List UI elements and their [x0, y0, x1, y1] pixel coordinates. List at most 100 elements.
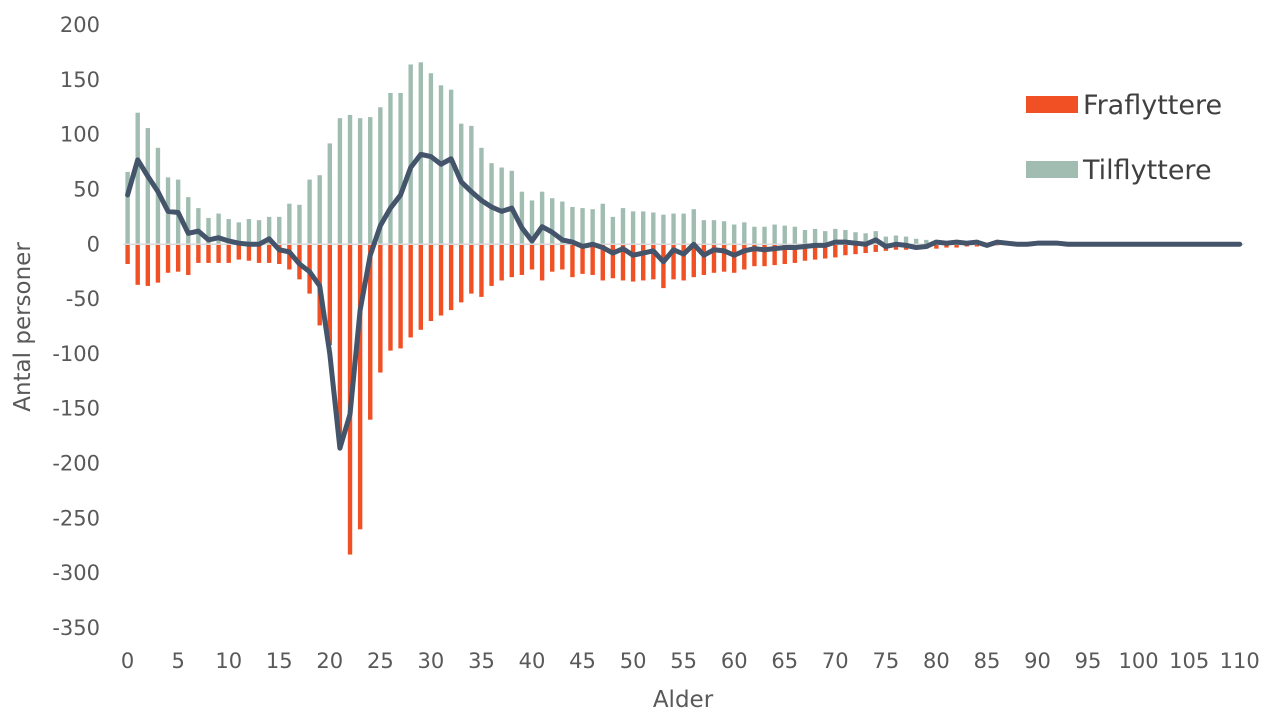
tilflyttere-bar-49 — [620, 208, 626, 245]
tilflyttere-bar-60 — [732, 224, 737, 245]
tilflyttere-bar-73 — [863, 233, 868, 245]
fraflyttere-bar-33 — [459, 244, 464, 303]
tilflyttere-bar-17 — [297, 204, 302, 245]
fraflyttere-bar-61 — [742, 244, 747, 270]
fraflyttere-bar-31 — [438, 244, 444, 316]
y-tick-label: -50 — [66, 287, 100, 311]
x-tick-label: 35 — [468, 649, 495, 673]
x-tick-label: 110 — [1220, 649, 1260, 673]
x-tick-label: 40 — [519, 649, 546, 673]
fraflyttere-bar-74 — [873, 244, 878, 252]
y-tick-label: 0 — [87, 232, 100, 256]
tilflyttere-bar-8 — [206, 217, 211, 245]
fraflyttere-bar-37 — [499, 244, 504, 281]
fraflyttere-bar-9 — [216, 244, 221, 263]
tilflyttere-bar-16 — [287, 203, 292, 245]
x-tick-label: 60 — [721, 649, 748, 673]
x-tick-label: 25 — [367, 649, 394, 673]
tilflyttere-bar-79 — [924, 239, 929, 245]
fraflyttere-bar-10 — [226, 244, 231, 263]
tilflyttere-bar-10 — [226, 219, 231, 245]
y-tick-label: -150 — [52, 397, 100, 421]
tilflyttere-bar-76 — [893, 235, 899, 245]
legend-swatch-tilflyttere — [1026, 161, 1078, 178]
fraflyttere-bar-72 — [853, 244, 858, 255]
tilflyttere-bar-54 — [671, 213, 676, 245]
tilflyttere-bar-13 — [256, 220, 262, 245]
fraflyttere-bar-73 — [863, 244, 868, 254]
tilflyttere-bar-51 — [641, 211, 646, 245]
tilflyttere-bar-42 — [550, 198, 555, 245]
tilflyttere-bar-9 — [216, 213, 221, 245]
fraflyttere-bar-81 — [944, 244, 949, 248]
fraflyttere-bar-42 — [550, 244, 555, 272]
tilflyttere-bar-41 — [539, 191, 545, 245]
tilflyttere-bar-48 — [610, 216, 616, 245]
fraflyttere-bar-38 — [509, 244, 514, 278]
fraflyttere-bar-51 — [641, 244, 646, 281]
tilflyttere-bar-28 — [408, 64, 413, 245]
tilflyttere-bars — [125, 62, 1060, 245]
fraflyttere-bar-57 — [701, 244, 707, 275]
fraflyttere-bar-3 — [155, 244, 161, 283]
y-tick-label: 50 — [73, 177, 100, 201]
fraflyttere-bar-63 — [762, 244, 767, 267]
fraflyttere-bar-84 — [974, 244, 980, 247]
tilflyttere-bar-1 — [135, 112, 140, 245]
legend-label-fraflyttere: Fraflyttere — [1083, 90, 1222, 121]
tilflyttere-bar-19 — [317, 175, 322, 245]
fraflyttere-bar-32 — [448, 244, 454, 311]
tilflyttere-bar-34 — [469, 125, 474, 245]
tilflyttere-bar-21 — [337, 118, 343, 245]
fraflyttere-bar-25 — [378, 244, 383, 373]
tilflyttere-bar-14 — [266, 216, 272, 245]
fraflyttere-bar-64 — [772, 244, 777, 266]
y-tick-label: 100 — [60, 123, 100, 147]
x-tick-label: 30 — [418, 649, 445, 673]
legend-label-tilflyttere: Tilflyttere — [1082, 155, 1212, 186]
y-tick-label: -200 — [52, 452, 100, 476]
y-tick-label: -300 — [52, 561, 100, 585]
tilflyttere-bar-66 — [792, 226, 798, 245]
legend-swatch-fraflyttere — [1026, 96, 1078, 113]
y-axis-ticks: 200 150 100 50 0 -50 -100 -150 -200 -250 -300 -350 — [52, 13, 100, 640]
fraflyttere-bar-45 — [580, 244, 585, 274]
tilflyttere-bar-45 — [580, 208, 585, 245]
fraflyttere-bar-59 — [721, 244, 727, 272]
x-tick-label: 85 — [974, 649, 1001, 673]
fraflyttere-bar-35 — [479, 244, 484, 297]
fraflyttere-bar-5 — [175, 244, 181, 272]
tilflyttere-bar-12 — [246, 219, 252, 245]
tilflyttere-bar-18 — [307, 179, 312, 245]
fraflyttere-bar-62 — [752, 244, 757, 267]
tilflyttere-bar-72 — [853, 232, 858, 245]
tilflyttere-bar-25 — [378, 107, 383, 245]
x-tick-label: 20 — [316, 649, 343, 673]
fraflyttere-bar-20 — [327, 244, 332, 346]
fraflyttere-bar-69 — [822, 244, 828, 259]
fraflyttere-bar-30 — [428, 244, 434, 322]
fraflyttere-bar-60 — [732, 244, 737, 273]
y-tick-label: -250 — [52, 506, 100, 530]
fraflyttere-bar-8 — [206, 244, 211, 263]
fraflyttere-bar-46 — [590, 244, 595, 275]
tilflyttere-bar-62 — [752, 226, 757, 245]
tilflyttere-bar-75 — [883, 236, 889, 245]
x-tick-label: 90 — [1024, 649, 1051, 673]
x-tick-label: 70 — [822, 649, 849, 673]
tilflyttere-bar-65 — [782, 225, 787, 245]
fraflyttere-bar-24 — [368, 244, 373, 420]
fraflyttere-bar-52 — [651, 244, 656, 280]
fraflyttere-bar-53 — [661, 244, 666, 289]
tilflyttere-bar-2 — [145, 128, 151, 245]
fraflyttere-bar-58 — [711, 244, 717, 273]
tilflyttere-bar-44 — [570, 207, 575, 245]
tilflyttere-bar-77 — [903, 236, 909, 245]
tilflyttere-bar-57 — [701, 220, 707, 245]
net-line — [125, 151, 1243, 451]
fraflyttere-bar-54 — [671, 244, 676, 280]
x-tick-label: 45 — [569, 649, 596, 673]
fraflyttere-bar-28 — [408, 244, 413, 338]
fraflyttere-bar-66 — [792, 244, 798, 263]
